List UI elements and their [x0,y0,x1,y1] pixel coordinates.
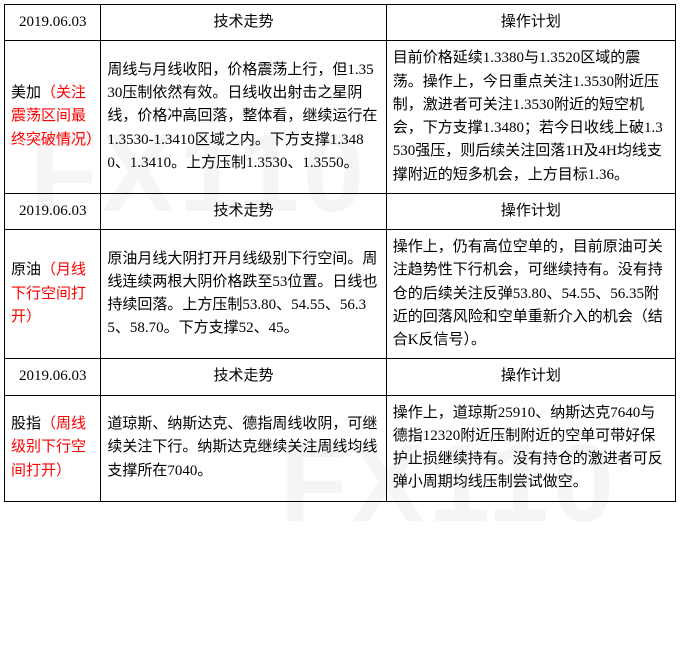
instrument-name: 原油 [11,262,41,278]
plan-cell: 目前价格延续1.3380与1.3520区域的震荡。操作上，今日重点关注1.353… [386,41,675,194]
trend-header: 技术走势 [101,359,386,395]
plan-cell: 操作上，道琼斯25910、纳斯达克7640与德指12320附近压制附近的空单可带… [386,395,675,501]
instrument-label: 原油（月线下行空间打开） [5,230,101,359]
trend-header: 技术走势 [101,5,386,41]
date-header: 2019.06.03 [5,5,101,41]
date-header: 2019.06.03 [5,193,101,229]
trend-cell: 原油月线大阴打开月线级别下行空间。周线连续两根大阴价格跌至53位置。日线也持续回… [101,230,386,359]
plan-header: 操作计划 [386,5,675,41]
trend-header: 技术走势 [101,193,386,229]
trend-cell: 道琼斯、纳斯达克、德指周线收阴，可继续关注下行。纳斯达克继续关注周线均线支撑所在… [101,395,386,501]
date-header: 2019.06.03 [5,359,101,395]
instrument-name: 美加 [11,85,41,101]
plan-header: 操作计划 [386,359,675,395]
plan-header: 操作计划 [386,193,675,229]
analysis-table: 2019.06.03技术走势操作计划美加（关注震荡区间最终突破情况）周线与月线收… [4,4,676,502]
instrument-label: 美加（关注震荡区间最终突破情况） [5,41,101,194]
instrument-name: 股指 [11,416,41,432]
instrument-label: 股指（周线级别下行空间打开） [5,395,101,501]
plan-cell: 操作上，仍有高位空单的，目前原油可关注趋势性下行机会，可继续持有。没有持仓的后续… [386,230,675,359]
trend-cell: 周线与月线收阳，价格震荡上行，但1.3530压制依然有效。日线收出射击之星阴线，… [101,41,386,194]
